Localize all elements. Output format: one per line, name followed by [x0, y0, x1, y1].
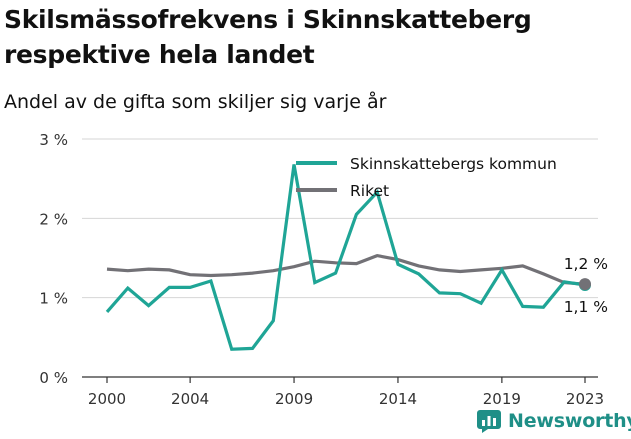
x-tick-label: 2023 [566, 390, 604, 408]
end-labels: 1,1 % 1,2 % [564, 255, 608, 316]
series-line-riket [106, 253, 586, 286]
y-tick-label: 3 % [39, 131, 68, 149]
chart-title: Skilsmässofrekvens i Skinnskatteberg res… [4, 5, 532, 69]
x-tick-label: 2004 [171, 390, 209, 408]
legend-label-riket: Riket [350, 182, 389, 200]
end-point-riket [579, 278, 591, 291]
x-tick-label: 2000 [88, 390, 126, 408]
chart-subtitle: Andel av de gifta som skiljer sig varje … [4, 91, 387, 113]
y-axis: 0 % 1 % 2 % 3 % [39, 131, 68, 387]
legend-label-kommun: Skinnskattebergs kommun [350, 155, 557, 173]
series-line-kommun [105, 164, 586, 351]
x-axis: 2000 2004 2009 2014 2019 2023 [88, 377, 604, 408]
y-tick-label: 1 % [39, 290, 68, 308]
x-tick-label: 2014 [379, 390, 417, 408]
grid-lines [82, 138, 598, 378]
y-tick-label: 0 % [39, 369, 68, 387]
series-group [105, 164, 591, 351]
end-label-kommun: 1,1 % [564, 298, 608, 316]
x-tick-label: 2019 [483, 390, 521, 408]
newsworthy-logo-icon [477, 410, 501, 433]
newsworthy-logo-text: Newsworthy [508, 410, 631, 432]
end-label-riket: 1,2 % [564, 255, 608, 273]
x-tick-label: 2009 [275, 390, 313, 408]
y-tick-label: 2 % [39, 210, 68, 228]
newsworthy-logo: Newsworthy [476, 408, 631, 434]
legend: Skinnskattebergs kommun Riket [296, 155, 557, 200]
